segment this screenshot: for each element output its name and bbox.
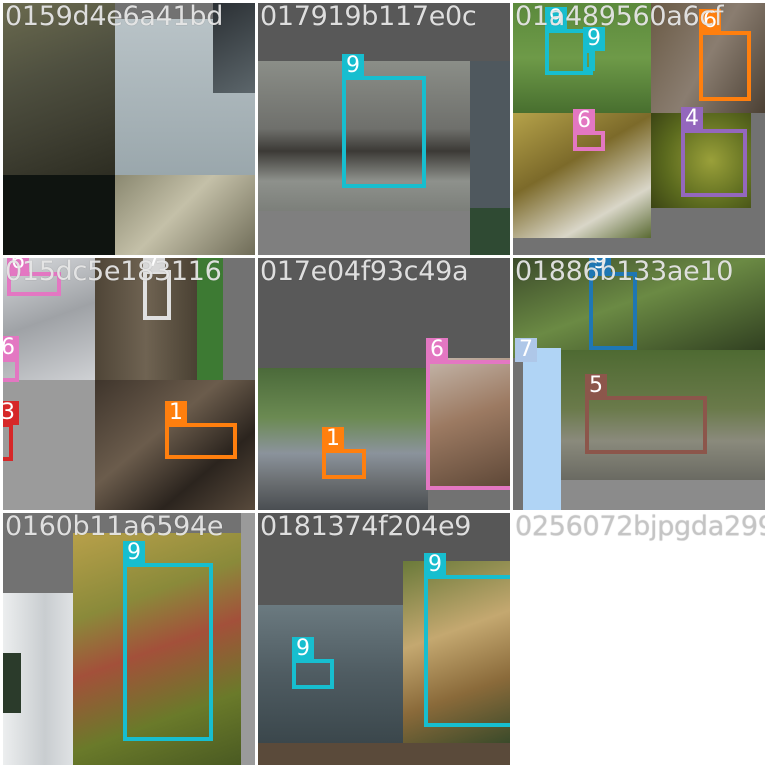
class-label: 3 [3,401,19,425]
tile-title: 015dc5e183116 [5,258,222,287]
photo-region [3,175,115,255]
detection-box: 6 [426,338,510,490]
detection-box: 6 [7,258,61,296]
photo-region [73,533,241,765]
detection-box: 6 [3,336,19,382]
photo-region [428,358,510,490]
mosaic-tile: 6 1 017e04f93c49a [258,258,510,510]
detection-box: 9 [342,54,426,188]
class-label: 6 [573,109,595,133]
class-label: 1 [165,401,187,425]
mosaic-tile: 9 017919b117e0c [258,3,510,255]
detection-box: 3 [3,401,19,461]
photo-region [3,380,95,510]
photo-region [213,3,255,93]
class-label: 9 [424,553,446,577]
class-label: 6 [699,9,721,33]
photo-region [651,208,765,255]
photo-region [3,3,115,175]
tile-title: 01a489560a6cf [515,3,724,32]
detection-box: 6 [699,9,751,101]
class-label: 9 [583,27,605,51]
mosaic-tile: 9 9 6 6 4 01a489560a6cf [513,3,765,255]
photo-region [561,480,765,510]
photo-region [258,258,510,368]
photo-region [470,208,510,255]
detection-box: 9 [583,27,605,71]
photo-region [3,653,21,713]
class-label: 7 [143,258,165,272]
tile-title: 01886b133ae10 [515,258,734,287]
class-label: 5 [585,374,607,398]
photo-region [523,348,561,510]
mosaic-tile: 9 0160b11a6594e [3,513,255,765]
detection-box: 1 [322,427,366,479]
tile-title: 017e04f93c49a [260,258,469,287]
class-label: 6 [426,338,448,362]
mosaic-tile: 0256072bjpgda299 [513,513,765,765]
detection-box: 5 [585,374,707,454]
detection-box: 9 [292,637,334,689]
detection-box: 7 [143,258,171,320]
photo-region [258,743,510,765]
detection-box: 9 [424,553,510,727]
class-label: 9 [589,258,611,274]
detection-box: 9 [589,258,637,350]
class-label: 6 [3,336,19,360]
class-label: 9 [545,7,567,31]
tile-title: 0159d4e6a41bd [5,3,224,32]
photo-region [258,3,510,61]
photo-region [513,258,765,358]
photo-region [561,350,765,480]
class-label: 7 [515,338,537,362]
class-label: 1 [322,427,344,451]
detection-box: 1 [165,401,237,459]
mosaic-tile: 9 9 0181374f204e9 [258,513,510,765]
photo-region [513,238,651,255]
detection-box: 9 [123,541,213,741]
tile-title: 0160b11a6594e [5,513,224,542]
photo-region [513,3,651,113]
detection-box: 6 [573,109,605,151]
class-label: 9 [292,637,314,661]
class-label: 6 [7,258,29,274]
tile-title: 017919b117e0c [260,3,477,32]
photo-region [470,61,510,211]
photo-region [197,258,223,380]
photo-region [258,211,470,255]
mosaic-tile: 6 7 6 3 1 015dc5e183116 [3,258,255,510]
mosaic-tile: 0159d4e6a41bd [3,3,255,255]
class-label: 9 [342,54,364,78]
photo-region [115,175,255,255]
photo-region [403,561,510,743]
tile-title: 0256072bjpgda299 [515,513,765,542]
class-label: 4 [681,107,703,131]
detection-box: 4 [681,107,747,197]
photo-region [241,513,255,765]
tile-title: 0181374f204e9 [260,513,472,542]
mosaic-tile: 9 7 5 01886b133ae10 [513,258,765,510]
class-label: 9 [123,541,145,565]
